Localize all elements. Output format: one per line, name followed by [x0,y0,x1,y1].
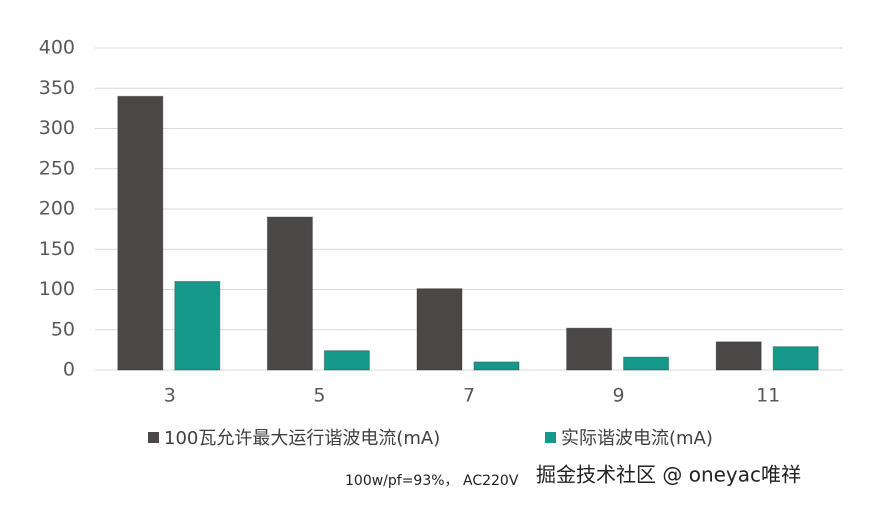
bar [566,327,613,371]
legend-swatch [148,432,159,443]
bar [473,361,520,371]
legend-swatch [545,432,556,443]
y-tick-label: 150 [39,238,75,260]
bar [174,280,221,371]
x-tick-label: 5 [313,385,325,407]
y-tick-label: 350 [39,77,75,99]
y-tick-label: 300 [39,117,75,139]
legend-label: 100瓦允许最大运行谐波电流(mA) [164,428,440,449]
watermark: 掘金技术社区 @ oneyac唯祥 [536,463,801,487]
annotation: 100w/pf=93%， AC220V [345,473,519,489]
bar [772,346,819,371]
x-tick-label: 9 [613,385,625,407]
y-tick-label: 200 [39,198,75,220]
y-tick-label: 50 [51,318,75,340]
bar [323,350,370,371]
x-tick-label: 11 [756,385,780,407]
legend-label: 实际谐波电流(mA) [561,428,713,449]
bar [715,341,762,371]
y-tick-label: 0 [63,359,75,381]
y-tick-label: 250 [39,157,75,179]
y-tick-label: 400 [39,37,75,59]
bar [416,288,463,371]
x-tick-label: 3 [164,385,176,407]
bar [266,216,313,371]
x-tick-label: 7 [463,385,475,407]
bar [117,95,164,371]
bar [623,356,670,371]
y-tick-label: 100 [39,278,75,300]
